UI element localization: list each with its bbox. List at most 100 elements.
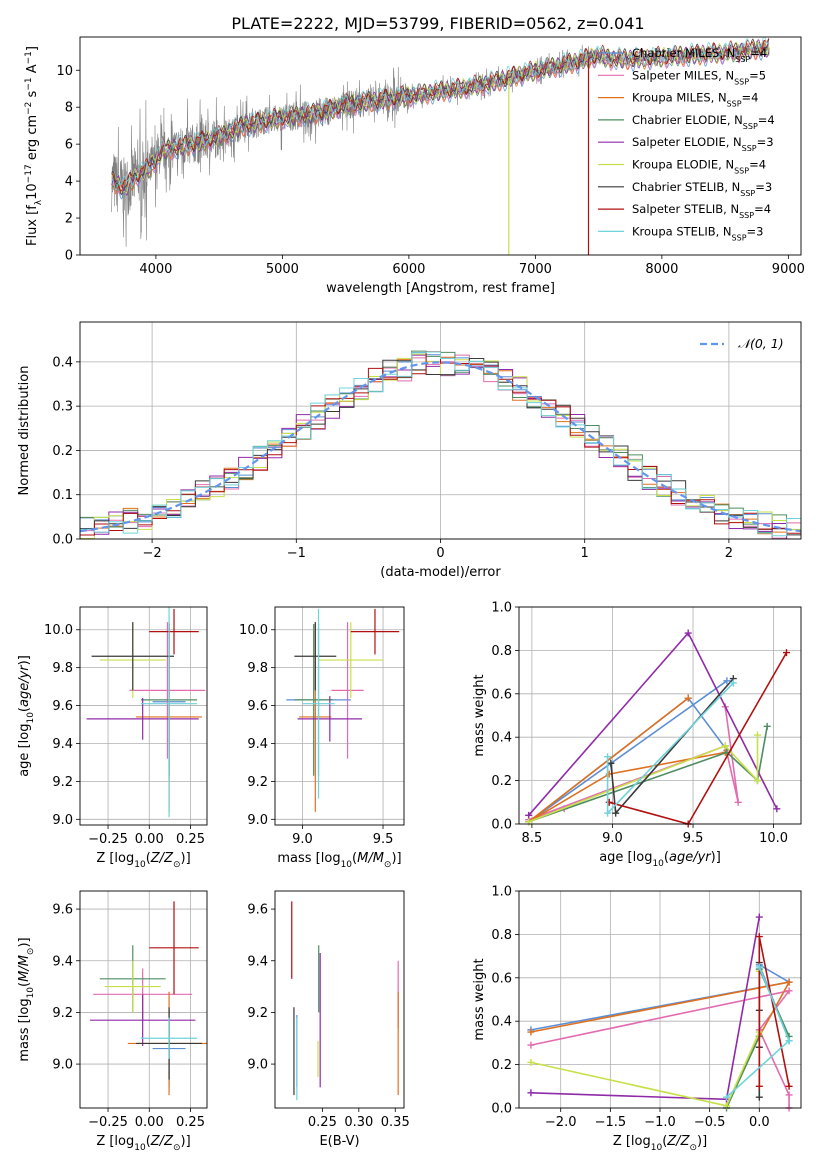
y-tick-label: 0.4 (491, 1015, 512, 1030)
legend-label-chabrier_miles: Chabrier MILES, NSSP=4 (632, 46, 767, 64)
normal-legend-label: 𝒩(0, 1) (738, 336, 784, 351)
x-axis-label: Z [log10(Z/Z⊙)] (613, 1134, 707, 1153)
weight-marker-kroupa_elodie (753, 731, 761, 739)
axes-frame (274, 606, 405, 826)
axes-frame (518, 606, 802, 825)
spectrum-model-salpeter_elodie (111, 39, 770, 196)
axes-frame (79, 36, 802, 256)
y-tick-label: 9.0 (247, 1058, 268, 1073)
x-tick-label: 8.5 (522, 831, 543, 846)
weight-line-kroupa_miles (528, 697, 726, 823)
weight-marker-salpeter_miles (527, 1041, 535, 1049)
y-tick-label: 8 (65, 101, 73, 116)
hist-series-kroupa_stelib (80, 351, 801, 539)
axes-frame (79, 606, 208, 826)
x-tick-label: −0.5 (694, 1115, 726, 1130)
x-tick-label: −2 (143, 546, 162, 561)
y-tick-label: 0.3 (52, 400, 73, 415)
y-tick-label: 9.2 (247, 775, 268, 790)
weight-marker-kroupa_stelib (604, 809, 612, 817)
x-tick-label: 0.00 (135, 832, 164, 847)
spectrum-model-chabrier_elodie (111, 41, 770, 193)
y-tick-label: 0.2 (491, 1058, 512, 1073)
x-tick-label: 9.5 (683, 831, 704, 846)
y-tick-label: 9.0 (52, 813, 73, 828)
legend-label-chabrier_stelib: Chabrier STELIB, NSSP=3 (632, 180, 772, 198)
weight-marker-kroupa_elodie (721, 742, 729, 750)
hist-lines (80, 350, 801, 539)
spectrum-panel: 4000 5000 6000 7000 8000 9000 0 2 4 6 8 10 wavelengt… (24, 36, 805, 296)
y-axis-label: age [log10(age/yr)] (17, 655, 36, 777)
weight-marker-salpeter_stelib (755, 933, 763, 941)
y-tick-label: 9.8 (52, 661, 73, 676)
weight-vs-Z-panel: −2.0 −1.5 −1.0 −0.5 0.0 0.0 0.2 0.4 0.6 0.8 1.0 Z [… (472, 885, 802, 1153)
x-axis-label: mass [log10(M/M⊙)] (277, 851, 401, 870)
weight-vs-age-panel: 8.5 9.0 9.5 10.0 0.0 0.2 0.4 0.6 0.8 1.0 age [log1… (472, 601, 802, 869)
y-tick-label: 9.6 (247, 699, 268, 714)
legend-label-kroupa_stelib: Kroupa STELIB, NSSP=3 (632, 224, 763, 242)
y-tick-label: 9.0 (247, 813, 268, 828)
spectrum-legend: Chabrier MILES, NSSP=4 Salpeter MILES, NS… (598, 46, 775, 242)
y-tick-label: 9.2 (247, 1006, 268, 1021)
x-axis-label: age [log10(age/yr)] (599, 850, 721, 869)
y-tick-label: 0.6 (491, 687, 512, 702)
y-tick-label: 9.0 (52, 1058, 73, 1073)
x-tick-label: 0.35 (381, 1115, 410, 1130)
y-tick-label: 1.0 (491, 885, 512, 900)
x-tick-label: 9000 (772, 262, 805, 277)
axes-frame (518, 890, 802, 1109)
age-vs-Z-points (86, 607, 206, 818)
x-tick-label: 0.0 (749, 1115, 770, 1130)
x-axis-label: E(B-V) (319, 1134, 359, 1149)
y-tick-label: 10 (56, 64, 73, 79)
weight-marker-kroupa_stelib (755, 963, 763, 971)
weight-marker-chabrier_elodie (763, 722, 771, 730)
weight-marker-kroupa_stelib (723, 1093, 731, 1101)
weight-vs-Z-series (527, 913, 793, 1112)
weight-marker-salpeter_stelib (785, 1082, 793, 1090)
x-tick-label: 0.25 (176, 1115, 205, 1130)
x-tick-label: 6000 (392, 262, 425, 277)
y-tick-label: 0.8 (491, 928, 512, 943)
y-tick-label: 0.4 (52, 355, 73, 370)
x-axis-label: (data-model)/error (380, 565, 501, 580)
mass-vs-Z-panel: −0.25 0.00 0.25 9.0 9.2 9.4 9.6 Z [log10(Z/Z⊙)]… (17, 890, 208, 1153)
weight-marker-kroupa_elodie (527, 1058, 535, 1066)
x-tick-label: 8000 (645, 262, 678, 277)
age-vs-mass-points (286, 608, 400, 812)
y-tick-label: 9.6 (247, 903, 268, 918)
y-tick-label: 9.6 (52, 903, 73, 918)
y-tick-label: 0.0 (491, 818, 512, 833)
y-axis-label: mass weight (472, 674, 487, 756)
axes-frame (79, 890, 208, 1109)
y-tick-label: 9.4 (52, 954, 73, 969)
weight-marker-chabrier_stelib (607, 759, 615, 767)
weight-marker-chabrier_stelib (612, 809, 620, 817)
weight-marker-salpeter_miles (734, 798, 742, 806)
y-tick-label: 0.0 (491, 1102, 512, 1117)
legend-label-kroupa_elodie: Kroupa ELODIE, NSSP=4 (632, 158, 766, 176)
x-tick-label: 7000 (519, 262, 552, 277)
spectrum-model-kroupa_stelib (111, 37, 770, 191)
x-tick-label: 0.30 (344, 1115, 373, 1130)
legend-label-salpeter_miles: Salpeter MILES, NSSP=5 (632, 68, 766, 86)
y-tick-label: 10.0 (239, 623, 268, 638)
x-tick-label: −0.25 (88, 832, 128, 847)
x-tick-label: 4000 (139, 262, 172, 277)
weight-marker-salpeter_elodie (773, 805, 781, 813)
y-tick-label: 0.1 (52, 488, 73, 503)
weight-marker-kroupa_miles (785, 978, 793, 986)
weight-marker-salpeter_elodie (755, 913, 763, 921)
x-tick-label: −0.25 (88, 1115, 128, 1130)
axes-frame (79, 321, 802, 540)
weight-marker-salpeter_elodie (527, 1089, 535, 1097)
x-tick-label: 9.0 (292, 832, 313, 847)
legend-label-salpeter_elodie: Salpeter ELODIE, NSSP=3 (632, 135, 774, 153)
x-axis-label: Z [log10(Z/Z⊙)] (96, 851, 190, 870)
y-tick-label: 10.0 (44, 623, 73, 638)
y-tick-label: 0.0 (52, 533, 73, 548)
x-tick-label: −1 (287, 546, 306, 561)
age-vs-Z-panel: −0.25 0.00 0.25 9.0 9.2 9.4 9.6 9.8 10.0 Z [log10… (17, 606, 208, 870)
age-vs-mass-panel: 9.0 9.5 9.0 9.2 9.4 9.6 9.8 10.0 mass [log10(M/M… (239, 606, 405, 870)
